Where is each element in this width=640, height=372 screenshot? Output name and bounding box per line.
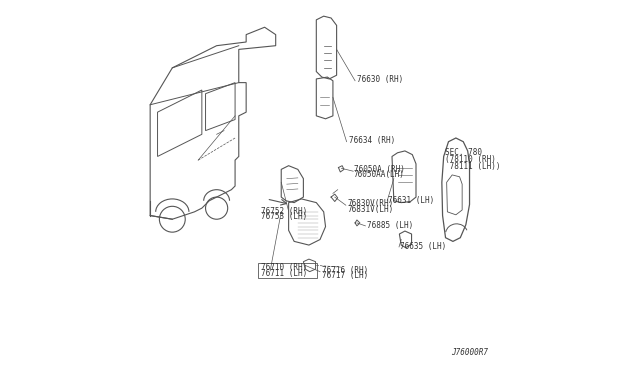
Text: 76631 (LH): 76631 (LH): [388, 196, 435, 205]
Text: 76885 (LH): 76885 (LH): [367, 221, 413, 230]
Text: 76050A (RH): 76050A (RH): [354, 165, 405, 174]
Text: 78111 (LH)): 78111 (LH)): [445, 161, 500, 170]
Text: 76634 (RH): 76634 (RH): [349, 137, 395, 145]
Text: 76635 (LH): 76635 (LH): [401, 242, 447, 251]
Text: (78110 (RH): (78110 (RH): [445, 155, 495, 164]
Text: SEC. 780: SEC. 780: [445, 148, 482, 157]
Text: 76752 (RH): 76752 (RH): [261, 206, 307, 216]
Text: 76831V(LH): 76831V(LH): [348, 205, 394, 214]
Text: 76050AA(LH): 76050AA(LH): [354, 170, 405, 179]
Text: 76717 (LH): 76717 (LH): [322, 271, 368, 280]
Text: 76710 (RH): 76710 (RH): [261, 263, 307, 272]
Text: 76711 (LH): 76711 (LH): [261, 269, 307, 278]
Text: 76630 (RH): 76630 (RH): [357, 75, 403, 84]
Text: J76000R7: J76000R7: [451, 349, 488, 357]
Text: 76753 (LH): 76753 (LH): [261, 212, 307, 221]
Text: 76716 (RH): 76716 (RH): [322, 266, 368, 275]
Text: 76830V(RH): 76830V(RH): [348, 199, 394, 208]
